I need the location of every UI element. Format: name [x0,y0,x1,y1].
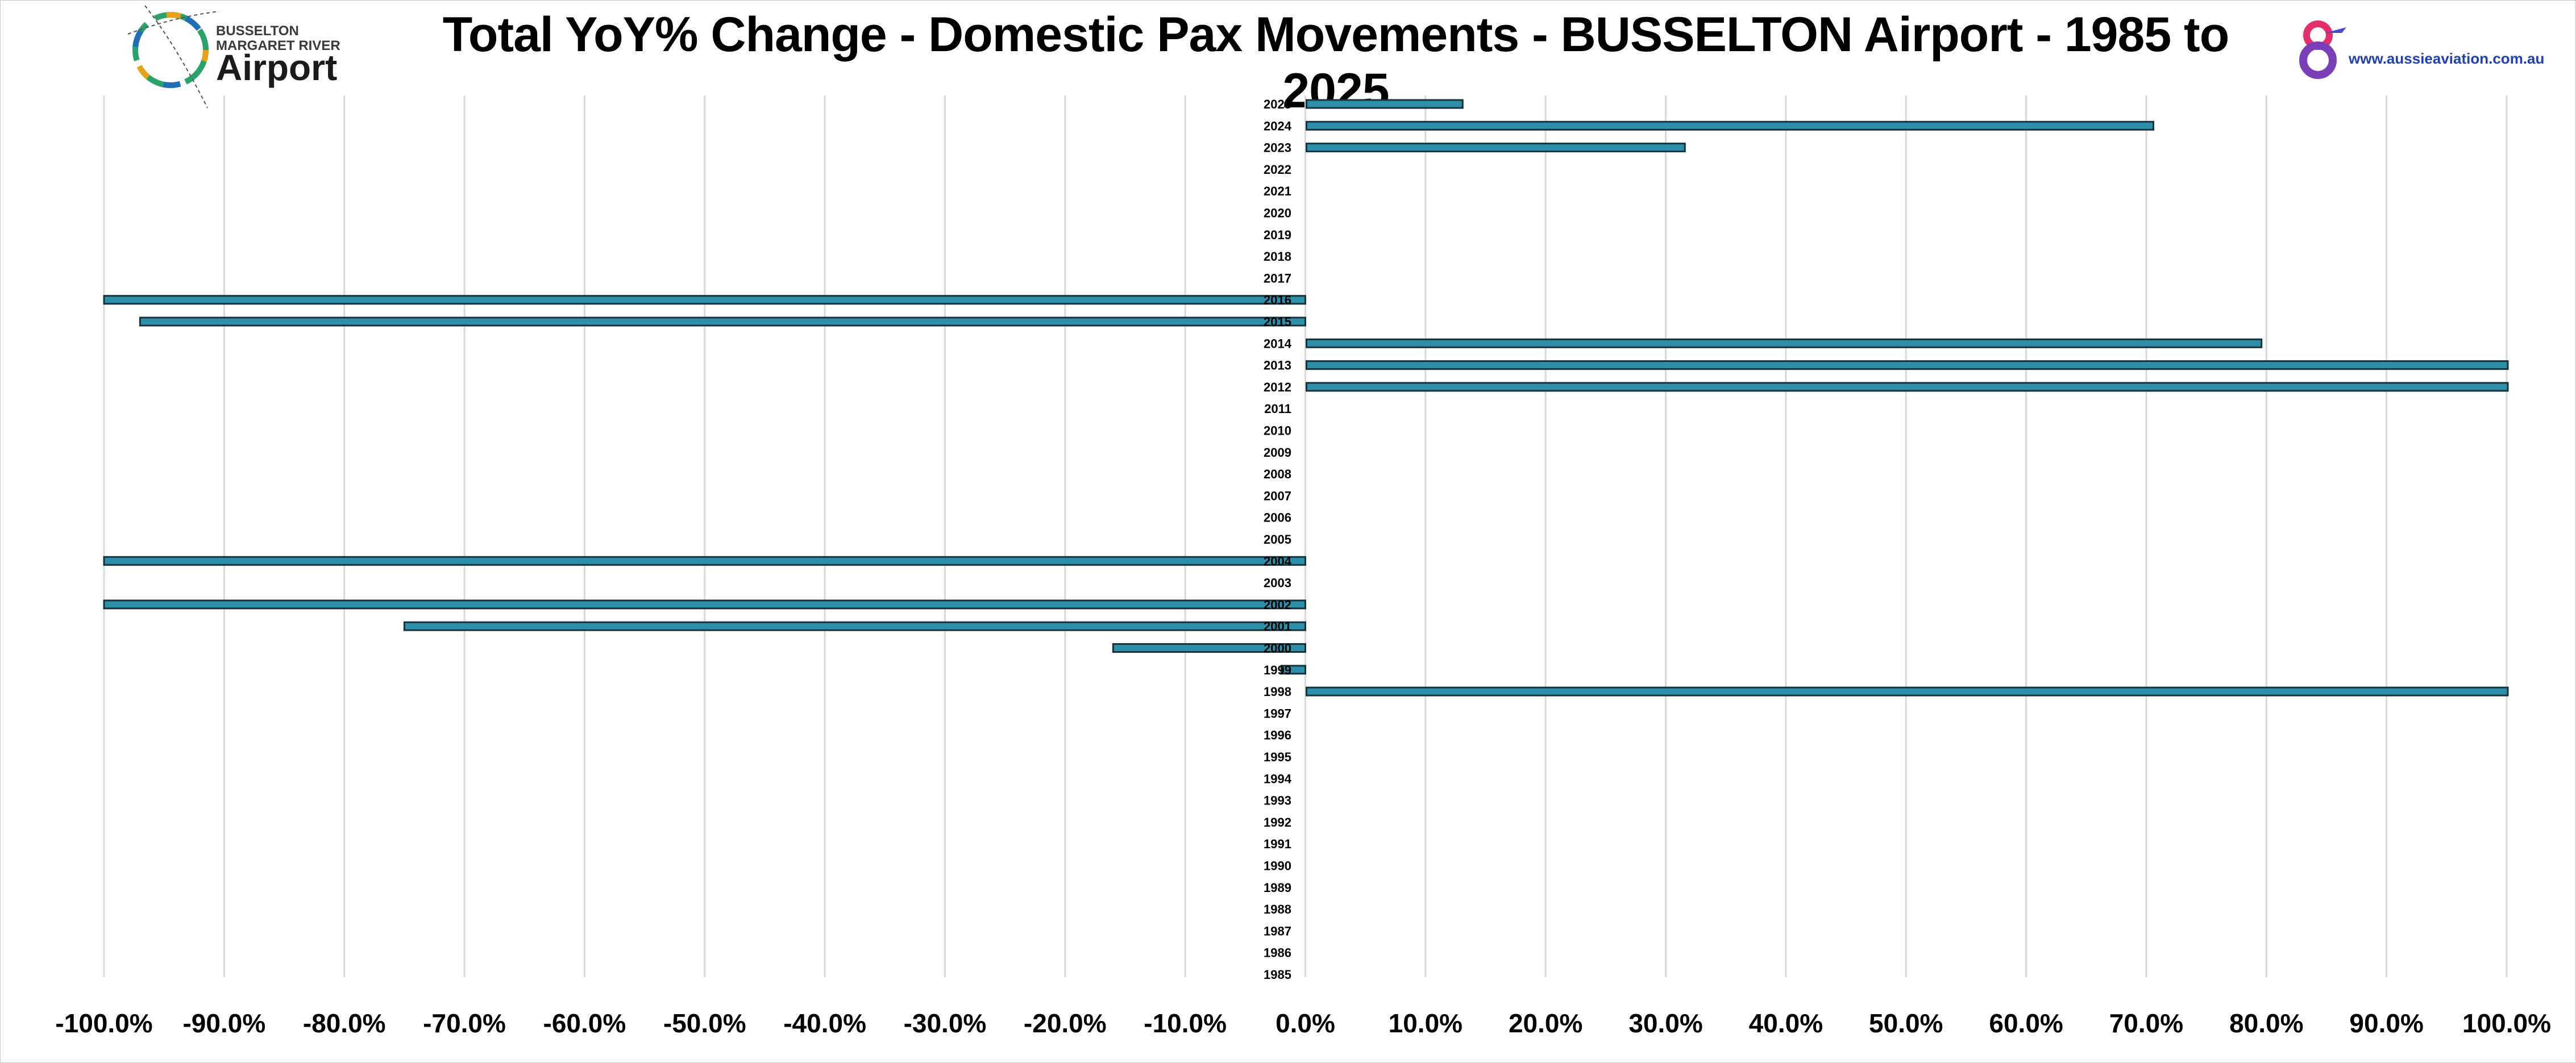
year-label-1994: 1994 [1264,772,1292,786]
bar-2001 [403,621,1306,631]
year-label-2024: 2024 [1264,119,1292,133]
year-label-2004: 2004 [1264,554,1292,568]
x-tick-label: -10.0% [1144,1008,1227,1038]
year-label-1985: 1985 [1264,968,1291,982]
year-label-1996: 1996 [1264,728,1291,743]
year-label-2008: 2008 [1264,467,1291,481]
year-label-2003: 2003 [1264,576,1291,590]
year-label-2023: 2023 [1264,141,1291,155]
logo-text-busselton: BUSSELTON [216,23,299,39]
year-label-2014: 2014 [1264,336,1292,351]
year-label-2025: 2025 [1264,97,1291,111]
x-axis-tick-labels: -100.0% -90.0% -80.0% -70.0% -60.0% -50.0% -40… [55,1008,2551,1038]
year-label-2013: 2013 [1264,358,1291,373]
x-tick-label: 100.0% [2462,1008,2551,1038]
year-label-2015: 2015 [1264,315,1291,329]
year-label-1995: 1995 [1264,750,1291,764]
year-label-2005: 2005 [1264,532,1291,547]
chart-title: Total YoY% Change - Domestic Pax Movemen… [442,7,2229,118]
x-tick-label: 80.0% [2229,1008,2303,1038]
bar-1999 [1280,665,1306,675]
x-tick-label: 10.0% [1389,1008,1462,1038]
x-tick-label: 50.0% [1869,1008,1943,1038]
x-tick-label: 30.0% [1628,1008,1702,1038]
x-tick-label: -70.0% [423,1008,506,1038]
aussie-aviation-emblem-icon [2299,20,2346,79]
bar-2004 [103,556,1306,566]
bar-1998 [1306,686,2509,697]
x-tick-label: -100.0% [55,1008,152,1038]
year-label-2021: 2021 [1264,184,1291,198]
x-tick-label: 70.0% [2109,1008,2183,1038]
year-label-1990: 1990 [1264,859,1291,873]
bar-2025 [1306,99,1464,109]
bar-2012 [1306,382,2509,392]
x-tick-label: 90.0% [2349,1008,2423,1038]
year-label-1987: 1987 [1264,924,1291,938]
logo-text-margaret-river: MARGARET RIVER [216,38,340,53]
year-label-1991: 1991 [1264,837,1291,851]
year-labels: 2025 2024 2023 2022 2021 2020 2019 2018 2017 2016… [1264,97,1292,982]
x-tick-label: 60.0% [1989,1008,2063,1038]
year-label-2019: 2019 [1264,228,1291,242]
year-label-1999: 1999 [1264,663,1291,677]
bar-2016 [103,295,1306,305]
year-label-2020: 2020 [1264,206,1291,220]
bar-2024 [1306,120,2155,131]
year-label-2001: 2001 [1264,619,1291,633]
year-label-2017: 2017 [1264,271,1291,285]
aussie-aviation-logo: www.aussieaviation.com.au [2296,16,2546,90]
year-label-2022: 2022 [1264,162,1291,177]
year-label-2010: 2010 [1264,424,1291,438]
bar-2015 [139,316,1306,327]
x-tick-label: 40.0% [1749,1008,1823,1038]
x-tick-label: 0.0% [1275,1008,1335,1038]
year-label-2007: 2007 [1264,489,1291,503]
year-label-2016: 2016 [1264,293,1291,307]
busselton-airport-logo: BUSSELTON MARGARET RIVER Airport [122,0,361,114]
year-label-2002: 2002 [1264,598,1291,612]
x-tick-label: -30.0% [904,1008,987,1038]
year-label-1992: 1992 [1264,815,1291,829]
logo-text-airport: Airport [216,47,338,88]
x-tick-label: -90.0% [182,1008,265,1038]
x-tick-label: -80.0% [303,1008,386,1038]
bar-2014 [1306,338,2263,348]
year-label-2000: 2000 [1264,641,1291,656]
bar-2023 [1306,143,1686,153]
year-label-2006: 2006 [1264,511,1291,525]
year-label-2018: 2018 [1264,249,1291,264]
year-label-2012: 2012 [1264,380,1291,394]
gridlines [103,95,2508,977]
x-tick-label: 20.0% [1509,1008,1582,1038]
x-tick-label: -40.0% [783,1008,866,1038]
year-label-2011: 2011 [1264,402,1291,416]
bar-2002 [103,599,1306,610]
year-label-1997: 1997 [1264,706,1291,720]
x-tick-label: -20.0% [1024,1008,1107,1038]
website-url: www.aussieaviation.com.au [2349,50,2545,67]
x-tick-label: -60.0% [543,1008,626,1038]
year-label-1986: 1986 [1264,946,1291,960]
airport-ring-icon [127,5,219,109]
year-label-1988: 1988 [1264,902,1291,916]
year-label-1998: 1998 [1264,685,1291,699]
bar-2013 [1306,360,2509,370]
x-tick-label: -50.0% [663,1008,746,1038]
year-label-1989: 1989 [1264,881,1291,895]
bar-2000 [1112,643,1306,653]
year-label-2009: 2009 [1264,445,1291,460]
year-label-1993: 1993 [1264,794,1291,808]
bars [103,99,2509,697]
